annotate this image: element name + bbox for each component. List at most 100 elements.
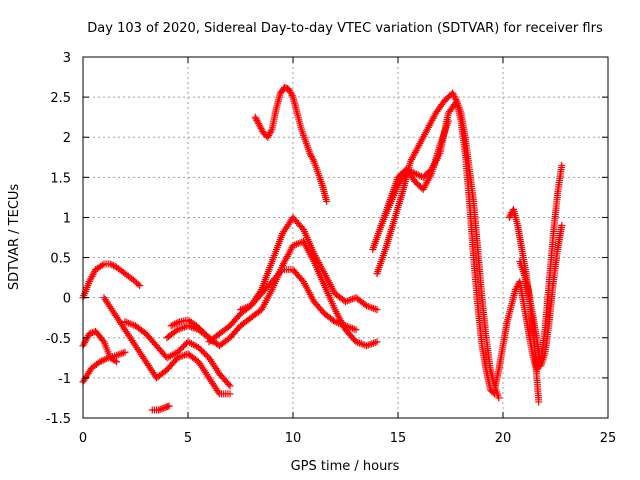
data-point xyxy=(199,348,207,356)
y-tick-label: 2.5 xyxy=(50,91,71,106)
plot-frame xyxy=(82,56,609,419)
data-point xyxy=(535,398,543,406)
data-point xyxy=(444,117,452,125)
series-arc-11 xyxy=(251,83,331,205)
data-point xyxy=(256,123,264,131)
data-point xyxy=(309,156,317,164)
data-point xyxy=(254,118,262,126)
series-arc-3 xyxy=(79,348,129,386)
x-tick-label: 15 xyxy=(390,431,407,446)
data-point xyxy=(175,347,183,355)
y-tick-label: 1 xyxy=(63,211,71,226)
data-point xyxy=(266,128,274,136)
series-arc-5 xyxy=(121,318,234,390)
series-arc-10 xyxy=(237,266,360,334)
data-point xyxy=(113,358,121,366)
y-tick-label: 3 xyxy=(63,51,71,66)
series-arc-7 xyxy=(163,238,381,350)
data-point xyxy=(167,322,175,330)
chart-title: Day 103 of 2020, Sidereal Day-to-day VTE… xyxy=(87,21,603,36)
data-point xyxy=(251,113,259,121)
data-point xyxy=(96,358,104,366)
y-tick-label: 1.5 xyxy=(50,171,71,186)
y-tick-label: -0.5 xyxy=(46,332,71,347)
data-point xyxy=(451,94,459,102)
y-tick-label: -1 xyxy=(58,372,71,387)
data-point xyxy=(286,88,294,96)
data-point xyxy=(85,330,93,338)
data-point xyxy=(169,321,177,329)
data-marks xyxy=(79,83,566,414)
data-point xyxy=(174,319,182,327)
data-point xyxy=(277,267,285,275)
data-point xyxy=(116,350,124,358)
series-arc-6 xyxy=(148,402,173,414)
x-tick-label: 25 xyxy=(600,431,617,446)
data-point xyxy=(255,120,263,128)
data-point xyxy=(196,345,204,353)
y-tick-label: 2 xyxy=(63,131,71,146)
data-point xyxy=(252,115,260,123)
series-arc-17 xyxy=(516,221,566,370)
axis-ticks: 0 5 10 15 20 25 -1.5 -1 -0.5 0 0.5 1 1.5 2 2.5 3 xyxy=(46,51,617,446)
data-point xyxy=(558,161,566,169)
data-point xyxy=(264,133,272,141)
data-point xyxy=(158,405,166,413)
x-tick-label: 20 xyxy=(495,431,512,446)
y-axis-label: SDTVAR / TECUs xyxy=(7,184,22,291)
data-point xyxy=(373,306,381,314)
data-point xyxy=(159,404,167,412)
y-tick-label: 0.5 xyxy=(50,252,71,267)
data-point xyxy=(180,342,187,350)
series-arc-14 xyxy=(377,117,452,229)
data-point xyxy=(373,338,381,346)
data-point xyxy=(103,355,111,363)
data-point xyxy=(449,91,457,99)
data-point xyxy=(253,116,261,124)
data-point xyxy=(198,346,205,354)
x-tick-label: 0 xyxy=(79,431,87,446)
data-point xyxy=(174,348,181,356)
series-arc-9 xyxy=(205,213,381,346)
data-point xyxy=(109,262,117,270)
data-point xyxy=(177,345,184,353)
data-point xyxy=(286,87,294,95)
data-point xyxy=(452,96,460,104)
data-point xyxy=(307,151,315,159)
data-point xyxy=(119,349,127,357)
data-point xyxy=(134,280,142,288)
data-point xyxy=(202,351,210,359)
data-point xyxy=(287,90,295,98)
data-point xyxy=(267,127,275,135)
series-arc-8 xyxy=(167,316,217,346)
data-point xyxy=(155,406,163,414)
data-point xyxy=(285,85,293,93)
data-point xyxy=(181,341,189,349)
data-point xyxy=(172,319,180,327)
data-point xyxy=(97,357,105,365)
x-axis-label: GPS time / hours xyxy=(291,459,400,474)
data-point xyxy=(226,390,234,398)
series-arc-1 xyxy=(79,260,144,302)
data-point xyxy=(558,221,566,229)
data-point xyxy=(411,169,419,177)
data-point xyxy=(108,261,116,269)
data-point xyxy=(106,260,114,268)
data-point xyxy=(171,320,179,328)
data-point xyxy=(201,349,208,357)
data-point xyxy=(225,380,233,388)
series-arc-4 xyxy=(100,294,234,398)
data-point xyxy=(298,224,306,232)
x-tick-label: 5 xyxy=(184,431,192,446)
data-point xyxy=(195,343,202,351)
data-point xyxy=(323,197,331,205)
data-point xyxy=(412,170,420,178)
x-tick-label: 10 xyxy=(285,431,302,446)
data-point xyxy=(352,326,360,334)
data-point xyxy=(101,355,109,363)
data-point xyxy=(121,348,129,356)
data-point xyxy=(288,92,296,100)
grid xyxy=(83,57,608,418)
data-point xyxy=(113,351,121,359)
data-point xyxy=(178,344,186,352)
